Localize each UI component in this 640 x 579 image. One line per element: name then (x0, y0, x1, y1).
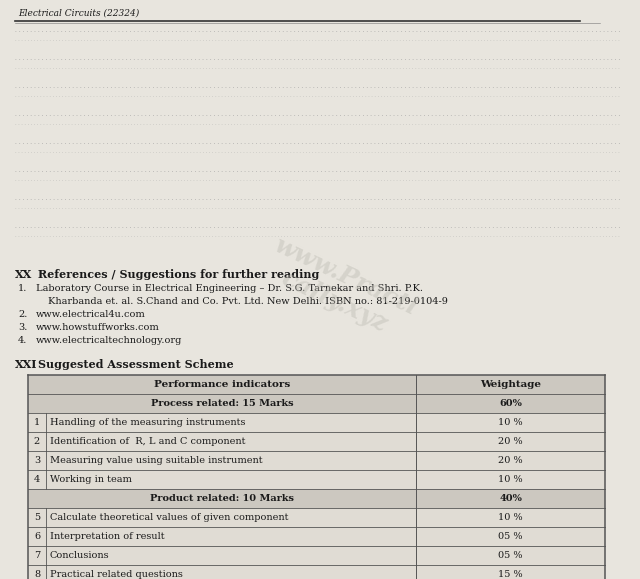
Text: 05 %: 05 % (499, 551, 523, 560)
Text: 15 %: 15 % (498, 570, 523, 579)
Text: Product related: 10 Marks: Product related: 10 Marks (150, 494, 294, 503)
Text: 4: 4 (34, 475, 40, 484)
Bar (28, 394, 605, 413)
Text: Process related: 15 Marks: Process related: 15 Marks (150, 399, 293, 408)
Text: 2.: 2. (18, 310, 28, 319)
Bar (28, 546, 605, 565)
Text: Handling of the measuring instruments: Handling of the measuring instruments (50, 418, 246, 427)
Text: 1.: 1. (18, 284, 28, 293)
Text: www.Practi
cally.xyz: www.Practi cally.xyz (259, 233, 421, 345)
Text: 10 %: 10 % (498, 475, 523, 484)
Text: 40%: 40% (499, 494, 522, 503)
Text: Performance indicators: Performance indicators (154, 380, 290, 389)
Bar (28, 413, 605, 432)
Text: www.howstuffworks.com: www.howstuffworks.com (36, 323, 160, 332)
Text: 6: 6 (34, 532, 40, 541)
Bar (28, 527, 605, 546)
Text: www.electrical4u.com: www.electrical4u.com (36, 310, 146, 319)
Text: Conclusions: Conclusions (50, 551, 109, 560)
Text: XX: XX (15, 269, 32, 280)
Text: 5: 5 (34, 513, 40, 522)
Text: 05 %: 05 % (499, 532, 523, 541)
Text: Practical related questions: Practical related questions (50, 570, 183, 579)
Text: 10 %: 10 % (498, 418, 523, 427)
Text: 4.: 4. (18, 336, 28, 345)
Text: 3: 3 (34, 456, 40, 465)
Text: 20 %: 20 % (498, 456, 523, 465)
Bar (28, 375, 605, 394)
Text: Measuring value using suitable instrument: Measuring value using suitable instrumen… (50, 456, 262, 465)
Text: 8: 8 (34, 570, 40, 579)
Text: References / Suggestions for further reading: References / Suggestions for further rea… (38, 269, 319, 280)
Bar (28, 451, 605, 470)
Text: Working in team: Working in team (50, 475, 132, 484)
Text: Interpretation of result: Interpretation of result (50, 532, 164, 541)
Text: 60%: 60% (499, 399, 522, 408)
Bar (28, 489, 605, 508)
Text: Weightage: Weightage (480, 380, 541, 389)
Text: www.electricaltechnology.org: www.electricaltechnology.org (36, 336, 182, 345)
Text: Laboratory Course in Electrical Engineering – Dr. S.G. Tarnekar and Shri. P.K.: Laboratory Course in Electrical Engineer… (36, 284, 423, 293)
Text: Electrical Circuits (22324): Electrical Circuits (22324) (18, 9, 140, 18)
Text: Kharbanda et. al. S.Chand and Co. Pvt. Ltd. New Delhi. ISBN no.: 81-219-0104-9: Kharbanda et. al. S.Chand and Co. Pvt. L… (48, 297, 448, 306)
Text: 10 %: 10 % (498, 513, 523, 522)
Text: Suggested Assessment Scheme: Suggested Assessment Scheme (38, 359, 234, 370)
Text: 20 %: 20 % (498, 437, 523, 446)
Text: 2: 2 (34, 437, 40, 446)
Text: 1: 1 (34, 418, 40, 427)
Text: Identification of  R, L and C component: Identification of R, L and C component (50, 437, 246, 446)
Text: 7: 7 (34, 551, 40, 560)
Text: 3.: 3. (18, 323, 28, 332)
Text: XXI: XXI (15, 359, 38, 370)
Bar (28, 508, 605, 527)
Text: Calculate theoretical values of given component: Calculate theoretical values of given co… (50, 513, 289, 522)
Bar (28, 470, 605, 489)
Bar (28, 432, 605, 451)
Bar (28, 565, 605, 579)
